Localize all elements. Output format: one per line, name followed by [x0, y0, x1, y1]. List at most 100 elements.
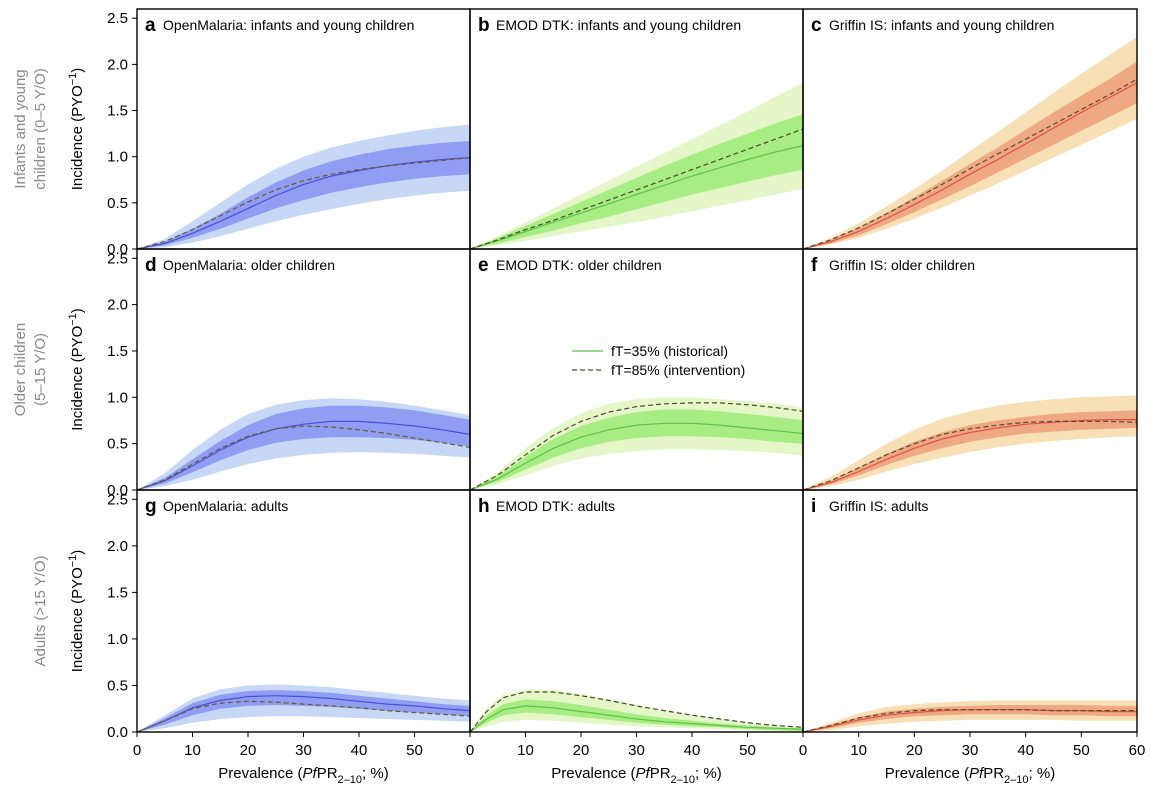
- xlabel-pre: Prevalence (: [218, 765, 302, 782]
- historical-line-d: [137, 420, 470, 490]
- plot-area-a: [137, 124, 470, 249]
- intervention-line-g: [137, 700, 470, 732]
- panel-title-f: Griffin IS: older children: [829, 257, 975, 273]
- inner-band-a: [137, 141, 470, 249]
- ylabel-sup: −1: [67, 313, 79, 326]
- legend: fT=35% (historical) fT=85% (intervention): [572, 343, 745, 378]
- panel-f: f Griffin IS: older children: [802, 248, 1138, 491]
- inner-band-b: [470, 114, 803, 249]
- y-axis-label: Incidence (PYO−1): [67, 68, 86, 191]
- x-tick-label: 50: [739, 742, 756, 759]
- inner-band-f: [803, 410, 1137, 490]
- row-label-2: Adults (>15 Y/O): [32, 555, 49, 666]
- xlabel-pre: Prevalence (: [551, 765, 635, 782]
- intervention-line-h: [470, 691, 803, 732]
- y-axis-label-text: Incidence (PYO−1): [67, 550, 86, 673]
- ylabel-close: ): [69, 550, 86, 555]
- historical-line-e: [470, 422, 803, 490]
- xlabel-sub: 2–10: [671, 774, 695, 786]
- row-label-line: Infants and young: [12, 69, 29, 188]
- y-tick-label: 0.5: [107, 436, 128, 453]
- inner-band-i: [803, 705, 1137, 732]
- x-tick-label: 0: [799, 742, 807, 759]
- y-tick-label: 0.5: [107, 677, 128, 694]
- historical-line-b: [470, 145, 803, 249]
- y-tick-label: 1.0: [107, 389, 128, 406]
- ylabel-main: Incidence (PYO: [69, 567, 86, 672]
- row-label-line: Adults (>15 Y/O): [32, 555, 49, 666]
- panel-title-e: EMOD DTK: older children: [496, 257, 662, 273]
- panel-b: b EMOD DTK: infants and young children: [469, 8, 804, 250]
- panel-title-c: Griffin IS: infants and young children: [829, 17, 1054, 33]
- xlabel-mid: PR: [983, 765, 1004, 782]
- x-tick-label: 10: [850, 742, 867, 759]
- panel-c: c Griffin IS: infants and young children: [802, 8, 1138, 250]
- panel-letter-h: h: [478, 496, 490, 517]
- x-tick-label: 50: [406, 742, 423, 759]
- panel-frame-i: [802, 489, 1138, 733]
- y-tick-label: 2.5: [107, 10, 128, 27]
- y-axis-label-text: Incidence (PYO−1): [67, 308, 86, 431]
- intervention-line-d: [137, 425, 470, 490]
- inner-band-d: [137, 405, 470, 490]
- outer-band-i: [803, 700, 1137, 732]
- panel-g: g OpenMalaria: adults 0.0 0.5 1.0 1.5 2.0 2.5 0 1…: [107, 489, 471, 759]
- outer-band-e: [470, 397, 803, 490]
- panel-d: d OpenMalaria: older children 0.0 0.5 1.0 1.5…: [107, 248, 471, 499]
- plot-area-f: [803, 395, 1137, 490]
- panel-frame-f: [802, 248, 1138, 491]
- y-tick-label: 0.0: [107, 241, 128, 258]
- ylabel-close: ): [69, 308, 86, 313]
- y-tick-label: 1.0: [107, 149, 128, 166]
- x-axis-label: Prevalence (PfPR2–10; %): [885, 765, 1055, 786]
- plot-area-e: [470, 397, 803, 490]
- intervention-line-a: [137, 157, 470, 249]
- plot-area-i: [803, 700, 1137, 732]
- panel-title-h: EMOD DTK: adults: [496, 498, 615, 514]
- panel-letter-f: f: [811, 255, 818, 276]
- x-tick-label: 30: [962, 742, 979, 759]
- y-tick-label: 2.5: [107, 250, 128, 267]
- y-tick-label: 0.0: [107, 724, 128, 741]
- xlabel-mid: PR: [650, 765, 671, 782]
- panel-i: i Griffin IS: adults 0 10 20 30 40 50 60: [799, 489, 1145, 759]
- outer-band-c: [803, 36, 1137, 249]
- y-tick-label: 0.5: [107, 195, 128, 212]
- x-tick-label: 40: [1017, 742, 1034, 759]
- y-axis-label: Incidence (PYO−1): [67, 550, 86, 673]
- panel-letter-b: b: [478, 15, 490, 36]
- historical-line-h: [470, 705, 803, 732]
- legend-historical-label: fT=35% (historical): [611, 343, 728, 359]
- x-tick-label: 20: [573, 742, 590, 759]
- y-tick-label: 2.0: [107, 297, 128, 314]
- x-tick-label: 10: [184, 742, 201, 759]
- y-tick-label: 2.5: [107, 491, 128, 508]
- ylabel-close: ): [69, 68, 86, 73]
- panel-letter-g: g: [145, 496, 157, 517]
- plot-area-b: [470, 82, 803, 249]
- panel-title-b: EMOD DTK: infants and young children: [496, 17, 741, 33]
- ylabel-main: Incidence (PYO: [69, 326, 86, 431]
- y-tick-label: 1.0: [107, 631, 128, 648]
- panel-letter-i: i: [811, 496, 816, 517]
- x-tick-label: 40: [351, 742, 368, 759]
- row-label-line: (5–15 Y/O): [32, 333, 49, 406]
- xlabel-mid: PR: [317, 765, 338, 782]
- x-tick-label: 0: [133, 742, 141, 759]
- x-tick-label: 10: [517, 742, 534, 759]
- row-label-line: Older children: [12, 323, 29, 416]
- intervention-line-f: [803, 420, 1137, 490]
- panel-title-i: Griffin IS: adults: [829, 498, 928, 514]
- x-tick-label: 20: [240, 742, 257, 759]
- row-label-1: Older children (5–15 Y/O): [12, 323, 49, 416]
- historical-line-f: [803, 419, 1137, 490]
- historical-line-a: [137, 157, 470, 249]
- plot-area-c: [803, 36, 1137, 249]
- ylabel-sup: −1: [67, 73, 79, 86]
- legend-intervention-label: fT=85% (intervention): [611, 362, 745, 378]
- panel-letter-d: d: [145, 255, 157, 276]
- panel-letter-e: e: [478, 255, 489, 276]
- intervention-line-i: [803, 709, 1137, 732]
- intervention-line-c: [803, 78, 1137, 249]
